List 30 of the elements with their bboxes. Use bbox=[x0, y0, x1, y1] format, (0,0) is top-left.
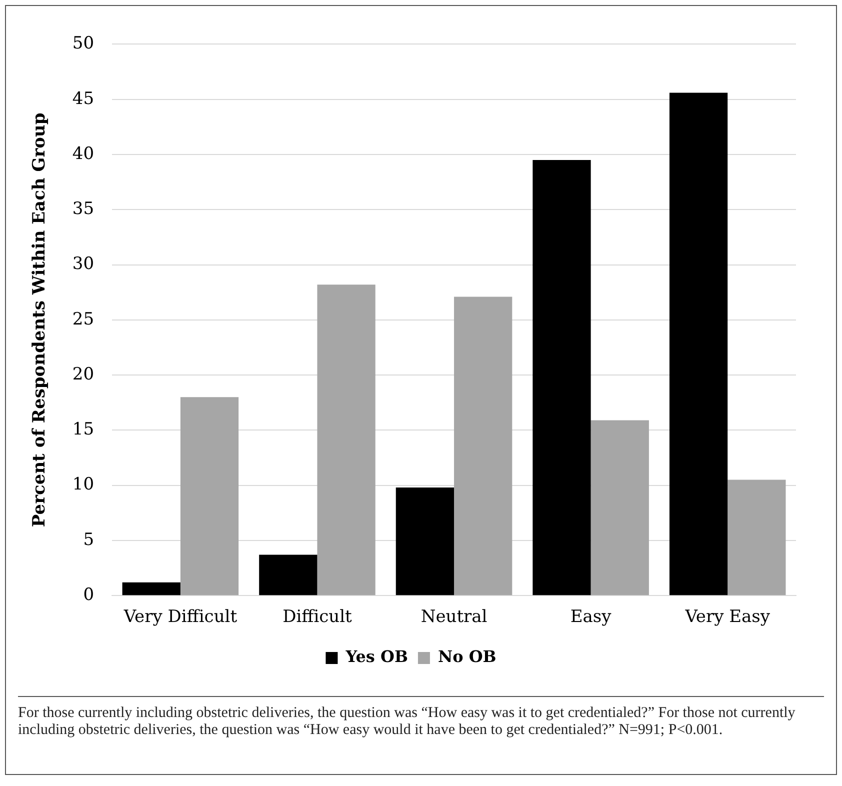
y-tick-label: 45 bbox=[72, 88, 94, 109]
bar bbox=[317, 284, 376, 596]
bar bbox=[669, 92, 728, 596]
bar bbox=[122, 582, 180, 596]
x-tick-label: Easy bbox=[570, 607, 612, 628]
y-tick-label: 15 bbox=[72, 420, 94, 440]
bar bbox=[396, 488, 454, 596]
x-tick-label: Very Easy bbox=[684, 607, 770, 628]
y-tick-label: 5 bbox=[83, 530, 94, 550]
bar bbox=[590, 420, 649, 596]
bar bbox=[259, 554, 318, 596]
bar bbox=[532, 160, 591, 596]
y-tick-label: 0 bbox=[83, 585, 94, 606]
legend-label: No OB bbox=[438, 647, 496, 666]
y-tick-label: 20 bbox=[72, 364, 94, 384]
x-tick-label: Neutral bbox=[420, 607, 488, 628]
y-tick-label: 40 bbox=[72, 144, 94, 164]
bar bbox=[728, 480, 786, 596]
y-tick-label: 50 bbox=[72, 34, 94, 54]
x-tick-label: Difficult bbox=[282, 607, 352, 628]
y-tick-label: 25 bbox=[72, 309, 94, 330]
x-tick-label: Very Difficult bbox=[122, 607, 238, 628]
text: For those currently including obstetric deliveries, the question was “How easy was it to get credentialed?” For those not currently including obstetric deliveries, the question was “How easy would it have been to get credentialed?” N=991; P<0.001. bbox=[18, 705, 796, 739]
bar bbox=[180, 397, 239, 596]
bar bbox=[454, 296, 512, 596]
legend-label: Yes OB bbox=[344, 647, 408, 666]
y-tick-label: 10 bbox=[72, 474, 94, 495]
y-tick-label: 30 bbox=[72, 254, 94, 274]
y-axis-title: Percent of Respondents Within Each Group bbox=[30, 112, 50, 528]
y-tick-label: 35 bbox=[72, 199, 94, 220]
